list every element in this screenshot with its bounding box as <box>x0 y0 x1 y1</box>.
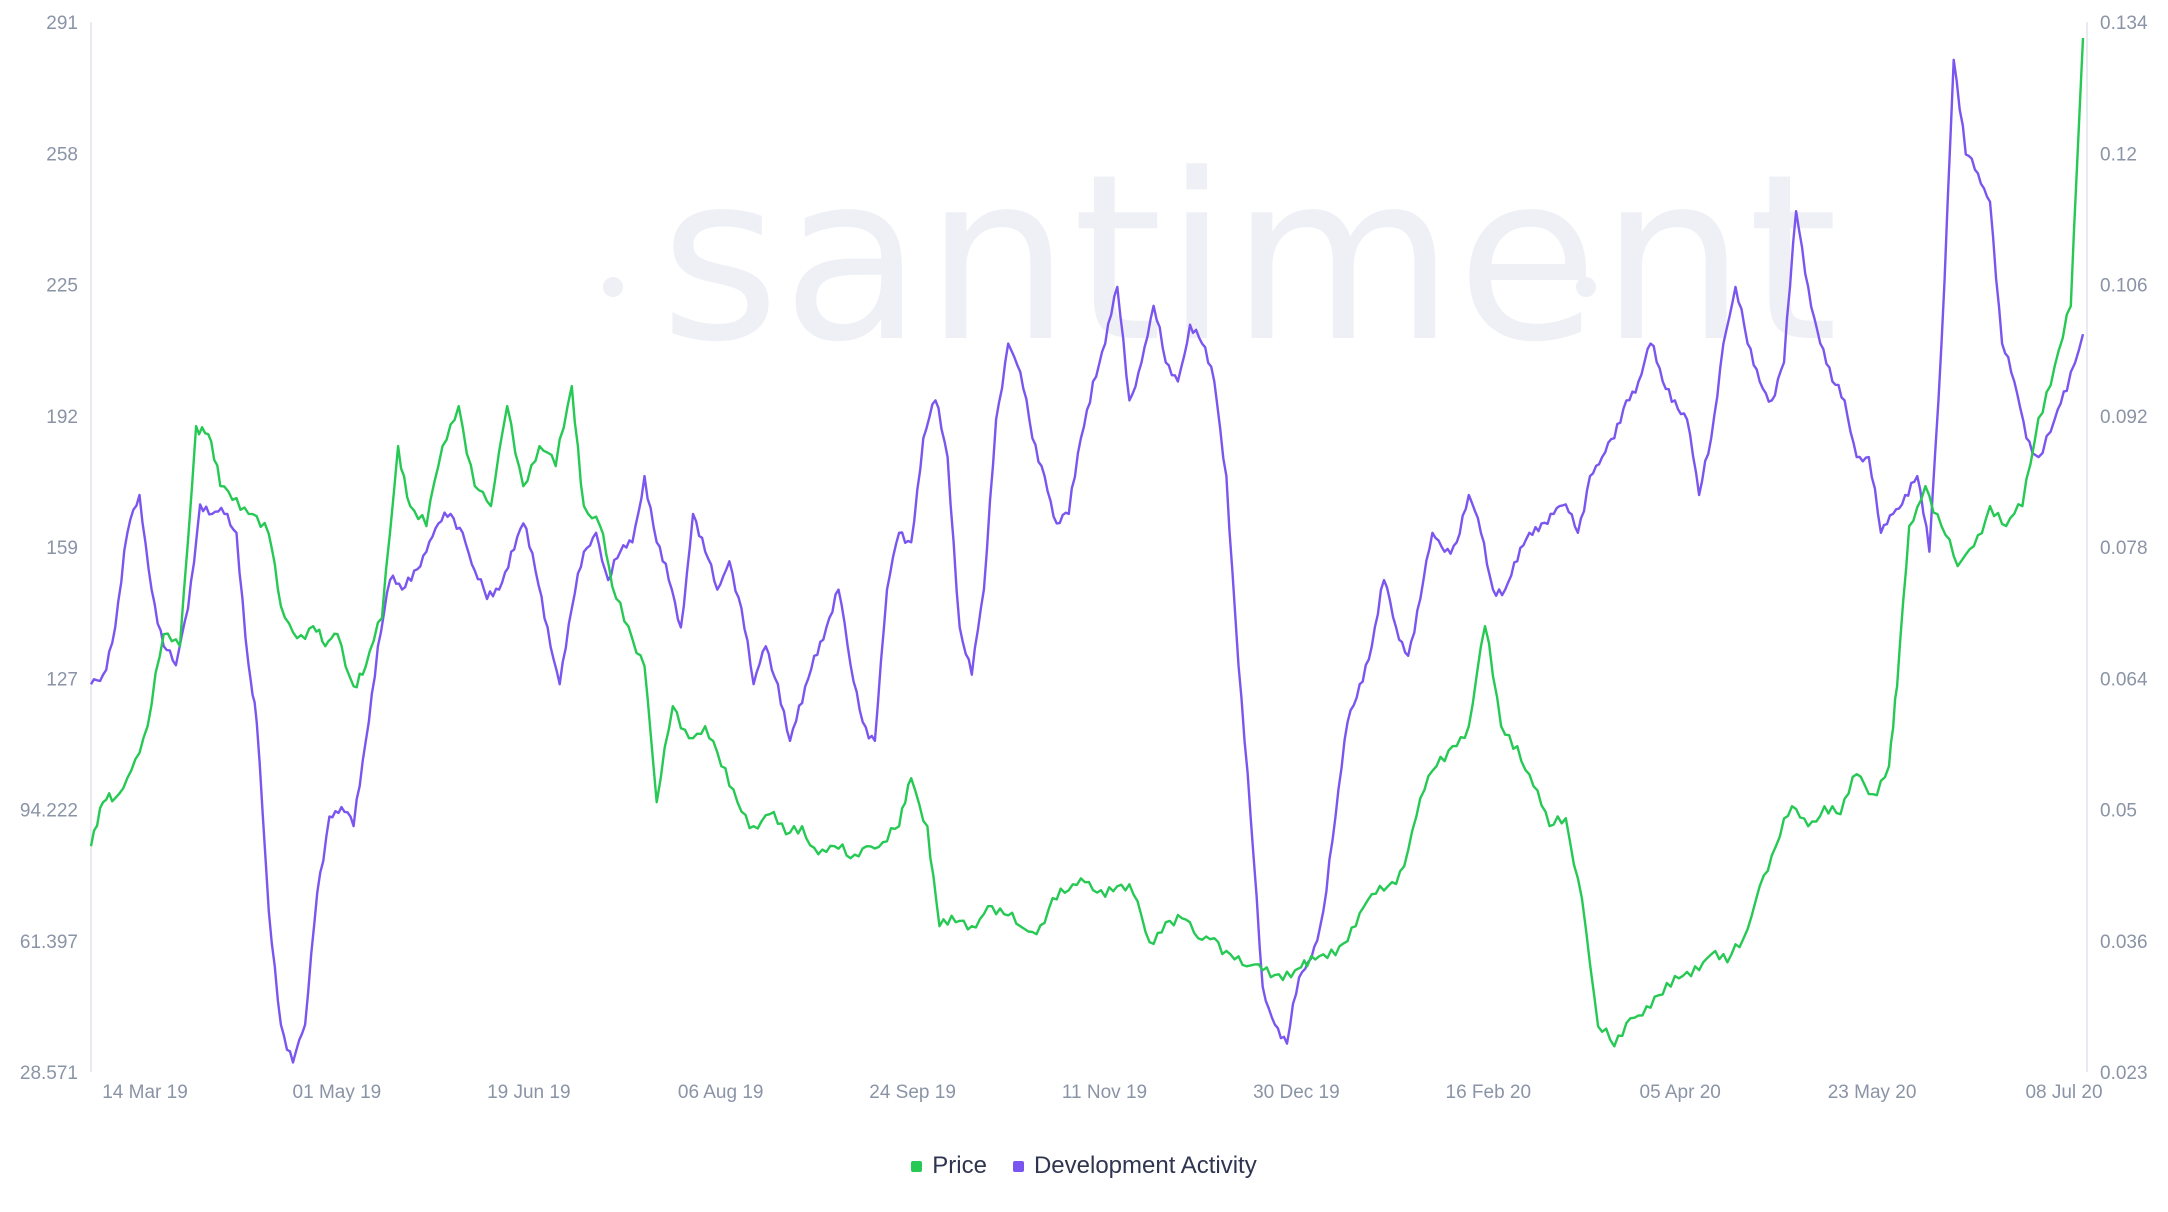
right-tick-label: 0.023 <box>2100 1063 2148 1084</box>
santiment-watermark: santiment <box>660 126 1840 393</box>
watermark-dot-right <box>1576 277 1596 297</box>
right-tick-label: 0.078 <box>2100 538 2148 559</box>
legend-swatch <box>1012 1160 1024 1172</box>
price-line <box>89 37 2085 1048</box>
development-activity-line <box>89 58 2085 1064</box>
right-tick-label: 0.05 <box>2100 801 2137 822</box>
x-axis-ticks: 14 Mar 19 01 May 19 19 Jun 19 06 Aug 19 24 S… <box>102 1082 2102 1103</box>
x-tick-label: 24 Sep 19 <box>869 1082 956 1103</box>
price-dev-activity-chart: santiment 291 258 225 192 159 127 94.222 61.397… <box>20 13 2148 1103</box>
x-tick-label: 19 Jun 19 <box>487 1082 570 1103</box>
x-tick-label: 05 Apr 20 <box>1640 1082 1721 1103</box>
x-tick-label: 30 Dec 19 <box>1253 1082 1340 1103</box>
left-tick-label: 192 <box>46 407 78 428</box>
right-tick-label: 0.12 <box>2100 144 2137 165</box>
x-tick-label: 06 Aug 19 <box>678 1082 764 1103</box>
watermark-dot-left <box>603 277 623 297</box>
left-tick-label: 258 <box>46 144 78 165</box>
x-tick-label: 23 May 20 <box>1828 1082 1917 1103</box>
left-tick-label: 127 <box>46 669 78 690</box>
legend-swatch <box>911 1160 923 1172</box>
series-layer <box>89 37 2085 1064</box>
right-axis-ticks: 0.134 0.12 0.106 0.092 0.078 0.064 0.05 0.036 0.… <box>2100 13 2148 1084</box>
left-tick-label: 28.571 <box>20 1063 78 1084</box>
legend-label: Price <box>932 1152 987 1179</box>
right-tick-label: 0.064 <box>2100 669 2148 690</box>
left-tick-label: 225 <box>46 276 78 297</box>
legend-label: Development Activity <box>1033 1152 1257 1179</box>
legend-item-development-activity[interactable]: Development Activity <box>1012 1152 1257 1180</box>
x-tick-label: 16 Feb 20 <box>1446 1082 1532 1103</box>
left-axis-ticks: 291 258 225 192 159 127 94.222 61.397 28.571 <box>20 13 78 1084</box>
right-tick-label: 0.106 <box>2100 276 2148 297</box>
x-tick-label: 01 May 19 <box>293 1082 382 1103</box>
right-tick-label: 0.036 <box>2100 932 2148 953</box>
left-tick-label: 159 <box>46 538 78 559</box>
x-tick-label: 11 Nov 19 <box>1062 1082 1147 1103</box>
left-tick-label: 291 <box>46 13 78 34</box>
x-tick-label: 14 Mar 19 <box>102 1082 188 1103</box>
left-tick-label: 61.397 <box>20 932 78 953</box>
right-tick-label: 0.134 <box>2100 13 2148 34</box>
right-tick-label: 0.092 <box>2100 407 2148 428</box>
legend: Price Development Activity <box>0 1152 2168 1180</box>
legend-item-price[interactable]: Price <box>911 1152 987 1180</box>
left-tick-label: 94.222 <box>20 801 78 822</box>
x-tick-label: 08 Jul 20 <box>2025 1082 2102 1103</box>
